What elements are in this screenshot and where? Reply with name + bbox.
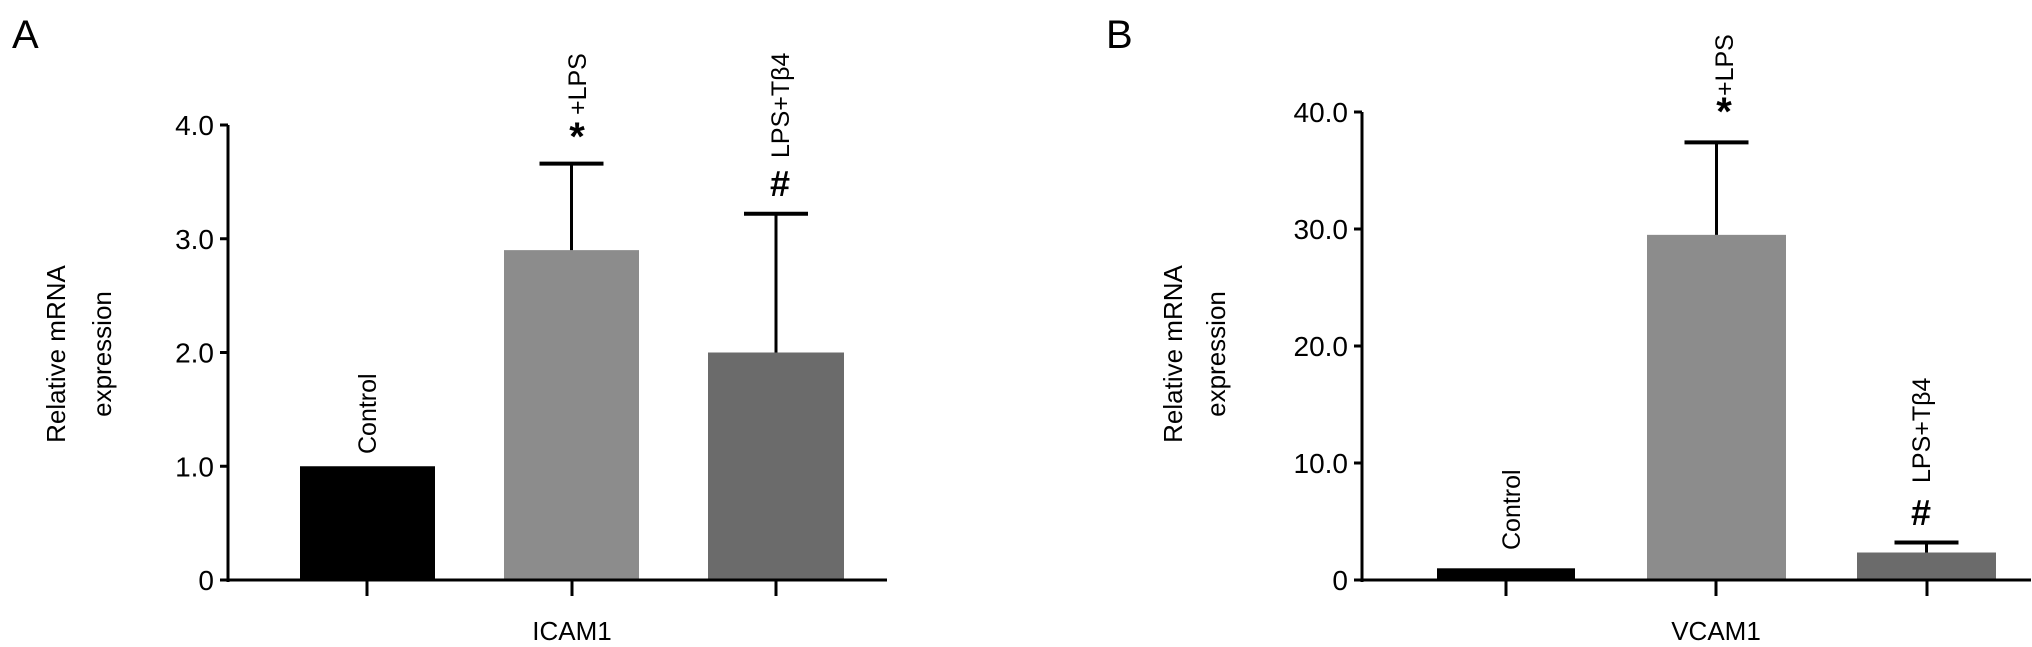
significance-marker: # [1911, 492, 1931, 533]
significance-marker: * [569, 115, 585, 159]
y-axis-label: expression [87, 291, 117, 417]
x-axis-label: ICAM1 [532, 616, 611, 646]
category-label: Control [1498, 469, 1526, 550]
y-tick-label: 10.0 [1294, 448, 1349, 479]
bar-0 [300, 466, 435, 580]
y-axis-label: Relative mRNA [1158, 264, 1188, 442]
y-axis-label: Relative mRNA [41, 264, 71, 442]
panel-label: A [12, 13, 39, 57]
y-tick-label: 0 [198, 565, 214, 596]
y-tick-label: 0 [1332, 565, 1348, 596]
panel-b: B Control *+LPS # LPS+Tβ4 0 10.0 20.0 30.0 40.0 VC… [1106, 13, 2031, 646]
y-tick-label: 3.0 [175, 224, 214, 255]
category-label: LPS+Tβ4 [767, 52, 795, 158]
category-label: LPS+Tβ4 [1908, 377, 1936, 483]
bar-1 [1647, 234, 1786, 580]
significance-marker: * [1716, 90, 1732, 134]
y-axis-label: expression [1201, 291, 1231, 417]
y-tick-label: 2.0 [175, 338, 214, 369]
bar-2 [708, 352, 844, 580]
x-axis-label: VCAM1 [1671, 616, 1761, 646]
significance-marker: # [770, 163, 790, 204]
y-tick-label: 30.0 [1294, 214, 1349, 245]
category-label: Control [354, 373, 382, 454]
category-label: +LPS [1711, 34, 1739, 96]
category-label: +LPS [564, 53, 592, 115]
y-tick-label: 40.0 [1294, 97, 1349, 128]
bar-2 [1857, 552, 1996, 580]
panel-a: A Control *+LPS # LPS+Tβ4 0 1.0 2.0 3.0 4.0 ICAM1 R… [12, 13, 887, 646]
y-tick-label: 20.0 [1294, 331, 1349, 362]
y-tick-label: 4.0 [175, 110, 214, 141]
bar-1 [504, 250, 639, 580]
panel-label: B [1106, 13, 1133, 57]
bar-0 [1437, 568, 1575, 580]
y-tick-label: 1.0 [175, 451, 214, 482]
